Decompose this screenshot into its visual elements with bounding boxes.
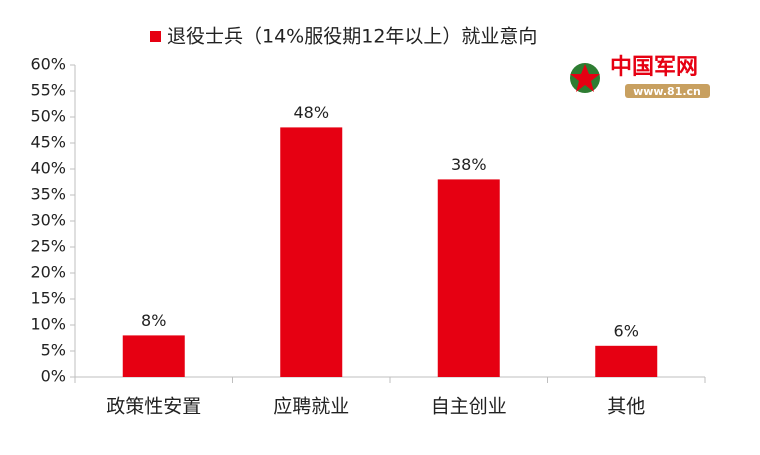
y-tick-label: 55% [30,81,66,100]
legend-swatch [150,31,161,42]
y-tick-label: 35% [30,185,66,204]
value-label: 38% [451,155,487,174]
y-tick-label: 30% [30,211,66,230]
logo: 中国军网 www.81.cn [570,55,710,98]
value-label: 48% [293,103,329,122]
y-tick-label: 50% [30,107,66,126]
y-tick-label: 20% [30,263,66,282]
y-tick-label: 40% [30,159,66,178]
x-tick-label: 政策性安置 [106,396,201,418]
bar [122,335,185,377]
x-tick-label: 应聘就业 [273,396,349,418]
y-tick-label: 60% [30,55,66,74]
y-tick-label: 15% [30,289,66,308]
y-tick-label: 0% [41,367,66,386]
logo-title: 中国军网 [610,55,698,80]
x-tick-label: 其他 [607,396,645,418]
value-label: 6% [614,321,639,340]
bar [437,179,500,377]
bar [595,345,658,377]
value-label: 8% [141,311,166,330]
y-tick-label: 10% [30,315,66,334]
logo-url: www.81.cn [633,85,701,98]
logo-url-bg [625,84,710,98]
y-tick-label: 45% [30,133,66,152]
y-tick-label: 25% [30,237,66,256]
logo-star [570,64,600,92]
legend-label: 退役士兵（14%服役期12年以上）就业意向 [167,26,537,48]
bar [280,127,343,378]
y-tick-label: 5% [41,341,66,360]
x-tick-label: 自主创业 [431,396,507,418]
